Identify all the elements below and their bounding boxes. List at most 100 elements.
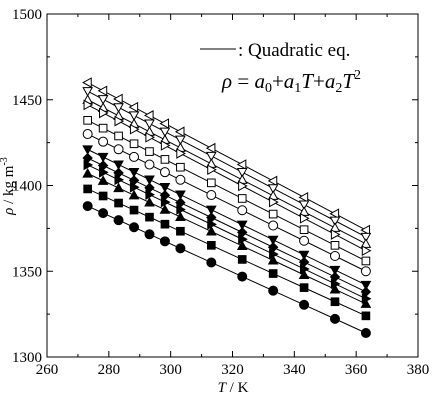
data-point	[205, 205, 217, 216]
ticks-layer: 260 280 300 320 340 360 380 1300 1350 1400 1450 150…	[12, 7, 429, 378]
x-tick-label: 260	[36, 362, 59, 378]
eq-a2: a	[325, 69, 336, 93]
data-point	[299, 235, 310, 246]
data-point	[176, 204, 186, 215]
data-point	[113, 182, 124, 193]
data-point	[329, 251, 340, 262]
data-point	[175, 211, 186, 222]
data-point	[159, 118, 170, 129]
data-point	[298, 269, 310, 279]
data-point	[160, 196, 171, 208]
data-point	[330, 241, 340, 250]
series-triangle-right-filled	[83, 159, 372, 305]
data-point	[237, 255, 247, 264]
data-point	[267, 235, 279, 246]
data-point	[207, 219, 217, 230]
series-fit-line	[87, 133, 367, 272]
data-point	[159, 167, 170, 178]
data-point	[82, 77, 92, 88]
data-point	[159, 236, 170, 247]
series-fit-line	[87, 149, 367, 286]
eq-a0: a	[254, 69, 265, 93]
data-point	[113, 93, 123, 105]
data-point	[360, 298, 372, 308]
eq-plus1: +	[272, 69, 284, 93]
data-point	[205, 142, 216, 154]
data-point	[128, 167, 140, 178]
data-point	[83, 99, 94, 111]
y-tick-label: 1450	[12, 93, 42, 109]
data-point	[144, 229, 155, 240]
data-point	[144, 196, 155, 207]
series-square-open	[83, 116, 371, 266]
data-point	[82, 167, 94, 178]
data-point	[99, 167, 109, 178]
eq-T2: T	[342, 69, 355, 93]
x-tick-label: 320	[221, 362, 244, 378]
data-point	[97, 175, 109, 185]
data-point	[97, 85, 108, 97]
data-point	[83, 159, 94, 171]
data-point	[113, 215, 124, 226]
data-point	[329, 265, 341, 276]
data-point	[82, 87, 94, 97]
data-point	[268, 269, 278, 278]
data-point	[145, 212, 154, 222]
data-point	[99, 107, 109, 119]
legend-line-label: : Quadratic eq.	[238, 40, 350, 61]
data-point	[160, 140, 171, 151]
data-point	[145, 189, 156, 200]
data-point	[129, 123, 140, 135]
data-point	[299, 299, 310, 310]
x-axis-label-main: T	[218, 380, 228, 394]
data-point	[237, 205, 248, 216]
data-point	[299, 283, 309, 292]
eq-equals: =	[232, 69, 254, 93]
eq-a2-sub: 2	[335, 81, 342, 96]
data-point	[82, 145, 94, 156]
series-triangle-up-open	[82, 94, 372, 248]
data-point	[97, 152, 109, 163]
data-point	[298, 191, 309, 203]
data-point	[114, 174, 125, 186]
data-point	[298, 200, 310, 211]
data-point	[128, 101, 139, 113]
y-axis-label-exp: -3	[0, 157, 10, 165]
data-point	[206, 178, 216, 188]
data-point	[360, 266, 371, 277]
series-diamond-filled	[82, 152, 372, 298]
data-point	[129, 222, 140, 233]
data-point	[129, 151, 140, 162]
data-point	[329, 313, 340, 324]
series-layer	[82, 77, 372, 338]
data-point	[299, 212, 310, 224]
data-point	[268, 285, 279, 296]
data-point	[237, 271, 248, 282]
data-point	[267, 184, 279, 194]
data-point	[360, 232, 372, 243]
data-point	[329, 208, 340, 220]
data-point	[113, 160, 124, 171]
series-fit-line	[87, 99, 367, 245]
data-point	[330, 297, 340, 307]
data-point	[269, 196, 279, 208]
data-point	[361, 311, 371, 321]
data-point	[83, 116, 92, 125]
data-point	[206, 241, 216, 250]
data-point	[175, 190, 186, 201]
eq-a1-sub: 1	[294, 81, 301, 96]
data-point	[329, 283, 341, 294]
y-axis-label-group: ρ / kg m-3	[0, 157, 17, 216]
data-point	[267, 175, 278, 187]
data-point	[98, 123, 108, 133]
x-axis-label-unit: / K	[226, 380, 249, 394]
series-square-filled	[83, 184, 371, 321]
eq-lhs: ρ	[221, 69, 232, 93]
y-tick-label: 1400	[12, 179, 42, 195]
series-triangle-down-filled	[82, 145, 372, 291]
data-point	[98, 136, 109, 147]
data-point	[361, 245, 372, 257]
data-point	[175, 243, 186, 254]
data-point	[128, 111, 140, 122]
